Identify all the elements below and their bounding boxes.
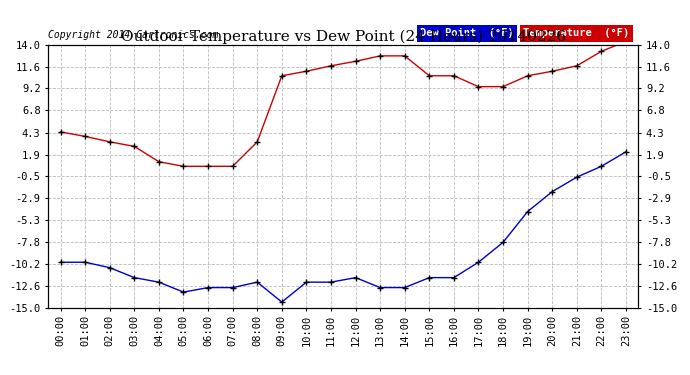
Text: Copyright 2014 Cartronics.com: Copyright 2014 Cartronics.com bbox=[48, 30, 219, 40]
Text: Temperature  (°F): Temperature (°F) bbox=[523, 28, 629, 39]
Text: Dew Point  (°F): Dew Point (°F) bbox=[420, 28, 514, 39]
Title: Outdoor Temperature vs Dew Point (24 Hours) 20140226: Outdoor Temperature vs Dew Point (24 Hou… bbox=[121, 30, 566, 44]
